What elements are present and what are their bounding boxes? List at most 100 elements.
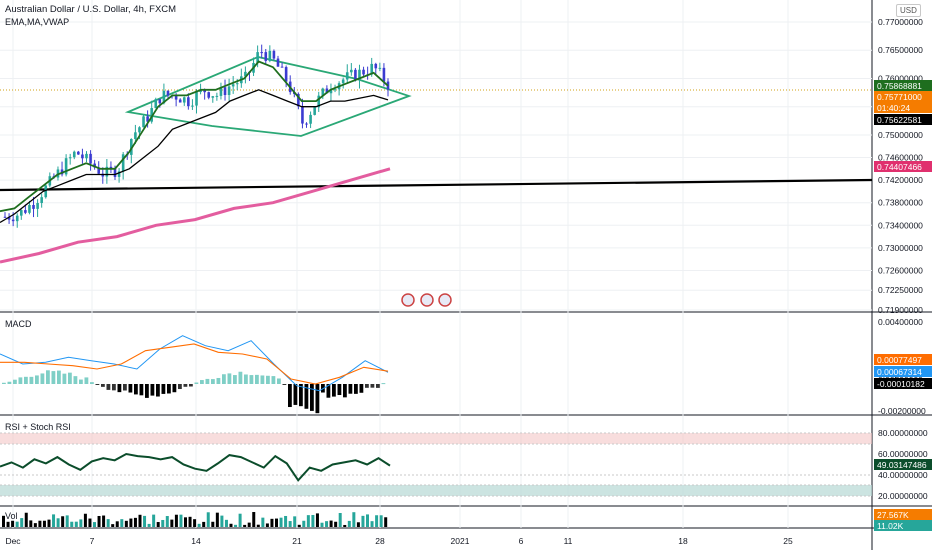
volume-bar — [138, 514, 142, 527]
candle-body — [15, 215, 19, 222]
price-value-label-bg — [874, 161, 932, 172]
macd-histogram-bar — [376, 384, 380, 388]
volume-bar — [156, 522, 160, 527]
macd-histogram-bar — [112, 384, 116, 391]
volume-bar — [33, 523, 37, 527]
macd-histogram-bar — [29, 376, 34, 384]
macd-histogram-bar — [24, 376, 28, 384]
macd-tick-label: -0.00200000 — [878, 406, 926, 416]
candle-body — [354, 69, 357, 81]
volume-bar — [111, 524, 115, 527]
candle-body — [223, 87, 227, 96]
candle-body — [219, 87, 223, 96]
macd-histogram-bar — [189, 384, 193, 387]
macd-histogram-bar — [255, 374, 259, 384]
candle-body — [350, 69, 353, 73]
macd-histogram-bar — [359, 384, 364, 393]
macd-histogram-bar — [46, 370, 50, 384]
macd-histogram-bar — [128, 384, 133, 393]
volume-bar — [334, 521, 338, 527]
candle-body — [113, 168, 117, 177]
ema-line — [0, 60, 389, 213]
candle-body — [231, 84, 235, 87]
candle-body — [150, 108, 153, 122]
price-tick-label: 0.75000000 — [878, 130, 923, 140]
macd-histogram-bar — [194, 382, 199, 384]
macd-histogram-bar — [216, 377, 221, 384]
candle-body — [215, 95, 219, 97]
volume-bar — [270, 518, 274, 527]
macd-histogram-bar — [370, 384, 375, 388]
candle-body — [117, 171, 121, 177]
price-tick-label: 0.73400000 — [878, 220, 923, 230]
candle-body — [68, 157, 72, 159]
candle-body — [272, 50, 276, 59]
macd-signal-line — [0, 343, 389, 385]
candle-body — [134, 132, 137, 140]
volume-bar — [79, 519, 83, 527]
candle-body — [130, 139, 133, 155]
candle-body — [333, 89, 337, 91]
candle-body — [138, 127, 141, 133]
volume-bar — [325, 521, 329, 527]
macd-histogram-bar — [200, 380, 204, 384]
macd-histogram-bar — [2, 382, 6, 384]
macd-histogram-bar — [282, 384, 287, 385]
volume-bar — [252, 512, 256, 527]
macd-histogram-bar — [266, 375, 270, 384]
rsi-tick-label: 40.00000000 — [878, 470, 928, 480]
macd-histogram-bar — [260, 375, 265, 384]
macd-histogram-bar — [150, 384, 155, 396]
macd-histogram-bar — [222, 374, 226, 384]
candle-body — [85, 153, 88, 159]
candle-body — [158, 99, 162, 104]
time-tick-label: 28 — [375, 536, 385, 546]
candle-body — [97, 167, 101, 174]
volume-bar — [2, 515, 5, 527]
volume-bar — [306, 515, 310, 527]
volume-bar — [220, 515, 224, 527]
candle-body — [162, 90, 166, 104]
candle-body — [309, 114, 312, 124]
macd-histogram-bar — [18, 377, 23, 384]
volume-bar — [302, 520, 306, 527]
macd-histogram-bar — [84, 377, 89, 384]
macd-histogram-bar — [343, 384, 347, 398]
vol-value-label-bg — [874, 509, 932, 520]
vol-value-label-bg — [874, 520, 932, 531]
candle-body — [28, 204, 31, 213]
macd-value-label-bg — [874, 378, 932, 389]
volume-bar — [170, 519, 174, 527]
currency-button[interactable]: USD — [896, 4, 921, 17]
volume-bar — [6, 521, 10, 527]
candle-body — [382, 67, 386, 82]
macd-histogram-bar — [172, 384, 177, 393]
candle-body — [109, 166, 113, 169]
volume-bar — [152, 514, 156, 527]
macd-histogram-bar — [178, 384, 182, 390]
volume-bar — [375, 515, 379, 527]
event-flag-icon — [420, 293, 434, 307]
candle-body — [256, 52, 259, 63]
volume-bar — [288, 521, 292, 527]
macd-histogram-bar — [238, 371, 243, 384]
volume-bar — [15, 521, 19, 527]
macd-histogram-bar — [123, 384, 127, 391]
volume-bar — [38, 520, 42, 527]
event-flag-icon — [401, 293, 415, 307]
indicator-list: EMA,MA,VWAP — [5, 17, 70, 27]
macd-histogram-bar — [68, 372, 72, 384]
time-tick-label: 18 — [678, 536, 688, 546]
rsi-tick-label: 20.00000000 — [878, 491, 928, 501]
volume-bar — [315, 513, 319, 527]
macd-tick-label: 0.00400000 — [878, 317, 923, 327]
volume-bar — [197, 523, 201, 527]
macd-histogram-bar — [304, 384, 309, 409]
candle-body — [268, 50, 272, 61]
macd-histogram-bar — [288, 384, 292, 408]
candle-body — [358, 69, 361, 81]
candle-body — [276, 58, 280, 67]
macd-histogram-bar — [134, 384, 138, 395]
